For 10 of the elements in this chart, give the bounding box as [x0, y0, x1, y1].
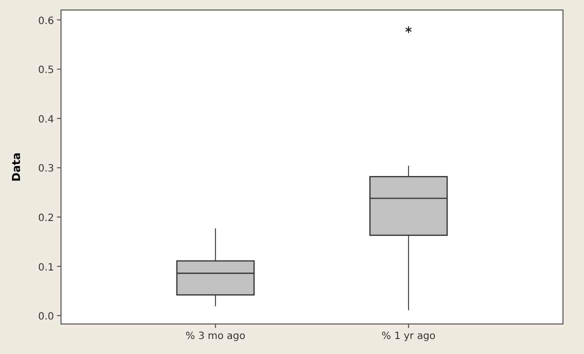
- x-tick-label: % 3 mo ago: [186, 331, 246, 342]
- y-tick-label: 0.2: [38, 213, 54, 224]
- y-tick-label: 0.6: [38, 16, 54, 27]
- y-tick-label: 0.0: [38, 312, 54, 323]
- y-tick-label: 0.3: [38, 164, 54, 175]
- y-tick-label: 0.1: [38, 262, 54, 274]
- y-tick-label: 0.4: [38, 114, 54, 126]
- x-tick-label: % 1 yr ago: [382, 331, 436, 342]
- y-tick-label: 0.5: [38, 65, 54, 76]
- y-axis-title: Data: [10, 152, 23, 182]
